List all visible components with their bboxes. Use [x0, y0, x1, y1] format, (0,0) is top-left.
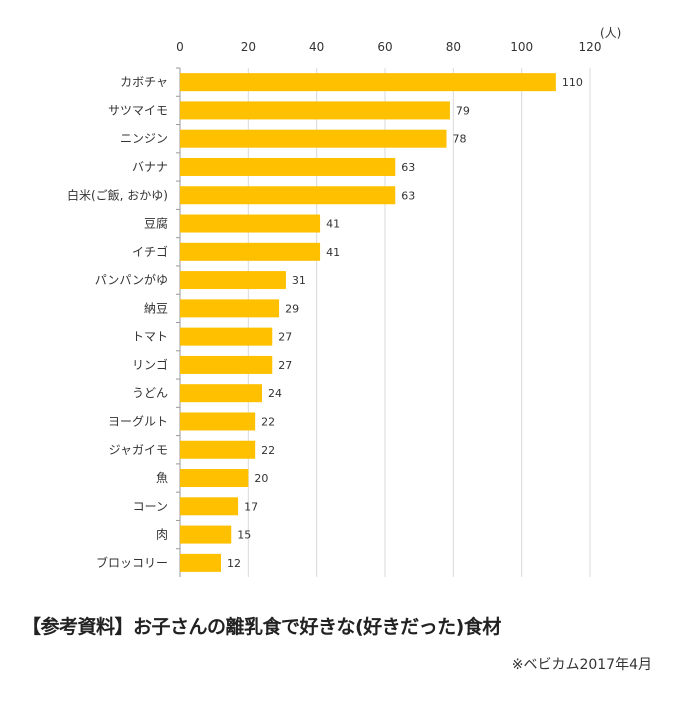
data-label: 24 — [268, 387, 282, 400]
bar — [180, 299, 280, 318]
bar — [180, 157, 396, 176]
bar — [180, 327, 273, 346]
data-label: 63 — [401, 189, 415, 202]
category-label: 肉 — [156, 528, 168, 542]
source-note: ※ベビカム2017年4月 — [511, 657, 652, 673]
category-label: うどん — [132, 386, 168, 400]
category-label: 納豆 — [144, 301, 168, 315]
x-tick-label: 0 — [176, 40, 184, 54]
data-label: 22 — [261, 444, 275, 457]
unit-label: (人) — [600, 26, 621, 40]
category-label: 豆腐 — [144, 216, 168, 231]
data-label: 78 — [453, 133, 467, 146]
data-label: 41 — [326, 246, 340, 259]
data-label: 41 — [326, 218, 340, 231]
bar — [180, 242, 321, 261]
data-label: 20 — [254, 472, 268, 485]
x-tick-label: 100 — [510, 40, 533, 54]
x-tick-label: 80 — [446, 40, 461, 54]
category-label: ニンジン — [120, 132, 168, 146]
category-label: リンゴ — [132, 357, 168, 372]
category-label: ジャガイモ — [109, 443, 168, 457]
bar-chart: 0 20 40 60 80 100 120(人) カボチャ 110 サツマイモ 79 ニンジン 78 バナ… — [67, 26, 621, 577]
data-label: 15 — [237, 529, 251, 542]
data-label: 31 — [292, 274, 306, 287]
bar — [180, 497, 239, 516]
bar — [180, 440, 256, 459]
bar — [180, 553, 221, 572]
category-label: サツマイモ — [108, 103, 168, 117]
bar — [180, 469, 249, 488]
category-label: 白米(ご飯, おかゆ) — [67, 187, 168, 202]
bar — [180, 271, 286, 290]
bar — [180, 129, 447, 148]
bar — [180, 101, 450, 120]
data-label: 27 — [278, 331, 292, 344]
data-label: 110 — [562, 76, 583, 89]
category-label: ブロッコリー — [96, 555, 168, 570]
bar — [180, 384, 262, 403]
category-label: パンパンがゆ — [95, 272, 168, 287]
bar — [180, 214, 321, 233]
data-label: 12 — [227, 557, 241, 570]
category-label: カボチャ — [120, 75, 168, 89]
x-tick-label: 120 — [579, 40, 602, 54]
data-label: 79 — [456, 104, 470, 117]
category-label: コーン — [133, 499, 168, 513]
data-label: 27 — [278, 359, 292, 372]
bar — [180, 186, 396, 205]
x-tick-label: 40 — [309, 40, 324, 54]
category-label: ヨーグルト — [108, 414, 168, 428]
bar — [180, 355, 273, 374]
category-label: イチゴ — [132, 244, 168, 259]
x-tick-label: 60 — [377, 40, 392, 54]
data-label: 22 — [261, 415, 275, 428]
x-tick-label: 20 — [241, 40, 256, 54]
bar — [180, 412, 256, 431]
chart-caption: 【参考資料】お子さんの離乳食で好きな(好きだった)食材 — [22, 616, 501, 638]
data-label: 29 — [285, 302, 299, 315]
bar — [180, 73, 556, 92]
category-label: 魚 — [156, 471, 168, 485]
bar — [180, 525, 232, 544]
category-label: バナナ — [132, 160, 168, 174]
data-label: 63 — [401, 161, 415, 174]
data-label: 17 — [244, 500, 258, 513]
category-label: トマト — [132, 330, 168, 344]
